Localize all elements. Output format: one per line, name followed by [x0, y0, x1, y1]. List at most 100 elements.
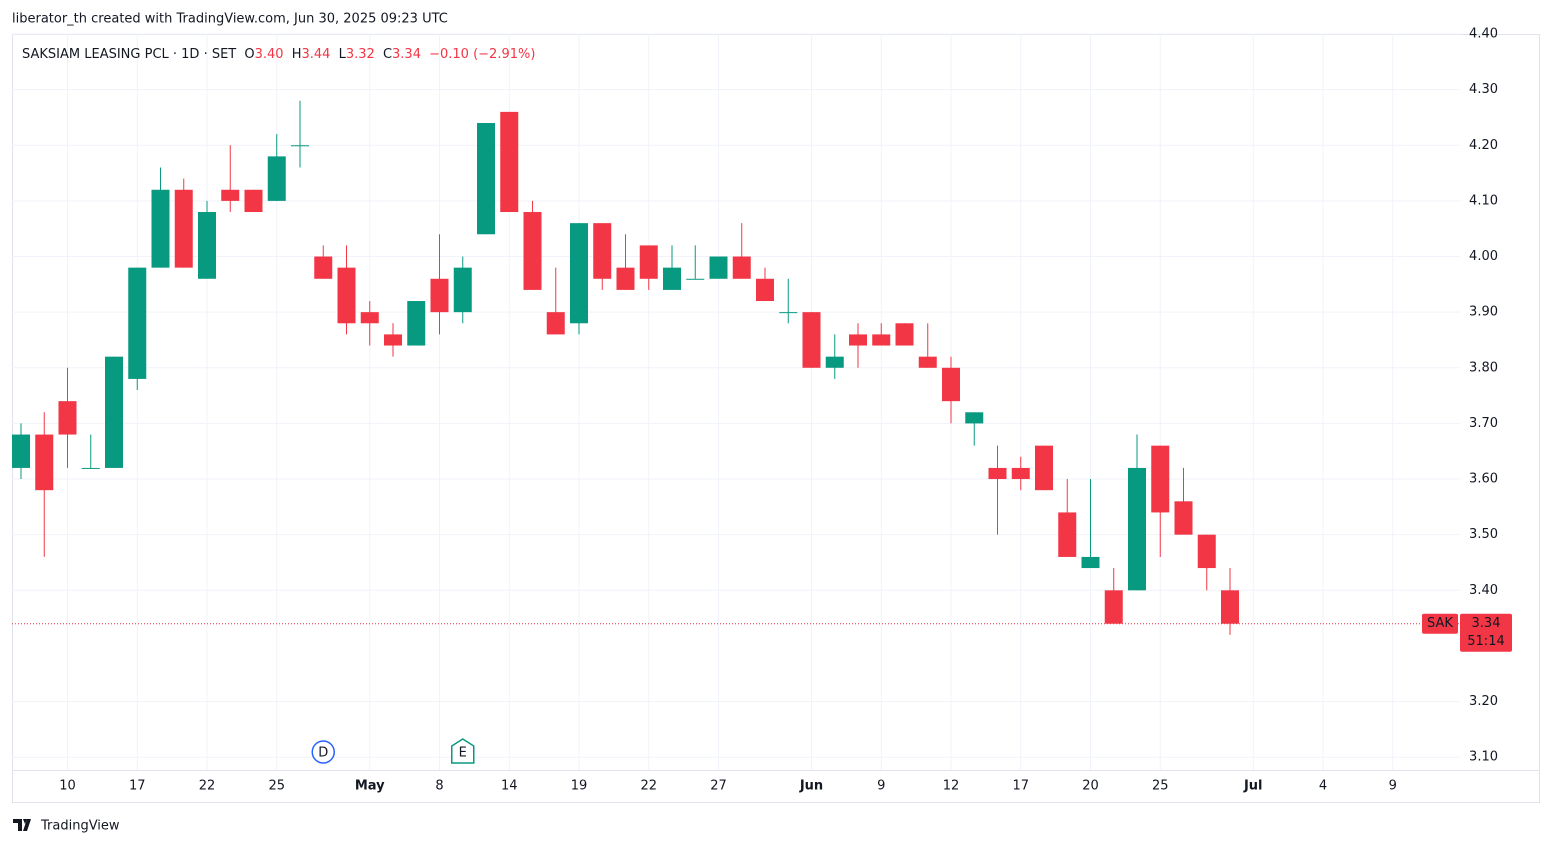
x-tick-label: 25 — [1152, 779, 1169, 794]
candle-body — [849, 334, 867, 346]
candle-body — [337, 267, 356, 324]
candle-body — [709, 256, 728, 279]
y-tick-label: 3.20 — [1469, 694, 1498, 709]
legend-value: 3.34 — [392, 47, 421, 62]
x-tick-label: 14 — [501, 779, 518, 794]
y-tick-label: 3.90 — [1469, 305, 1498, 320]
candle-body — [58, 401, 77, 435]
x-tick-label: 10 — [59, 779, 76, 794]
candle-body — [1011, 467, 1030, 480]
y-tick-label: 4.30 — [1469, 82, 1498, 97]
candle-body — [802, 312, 821, 368]
price-label: 3.34 — [1472, 616, 1501, 631]
candle-body — [12, 434, 30, 468]
event-label: E — [459, 746, 467, 761]
x-tick-label: 9 — [877, 779, 885, 794]
x-tick-label: 25 — [268, 779, 285, 794]
candle-body — [1035, 445, 1053, 491]
candle-body — [407, 301, 426, 346]
credit: liberator_th created with TradingView.co… — [12, 12, 448, 27]
x-tick-label: 22 — [199, 779, 216, 794]
candle-body — [198, 212, 216, 279]
x-tick-label: 9 — [1389, 779, 1397, 794]
candle-body — [128, 267, 147, 379]
candle-body — [732, 256, 751, 279]
legend-key: O — [244, 47, 254, 62]
x-tick-label: Jun — [799, 779, 823, 794]
candle-body — [267, 156, 286, 201]
candle-body — [430, 278, 449, 313]
candle-body — [500, 111, 519, 213]
x-tick-label: 8 — [435, 779, 443, 794]
candle-body — [663, 267, 681, 290]
y-tick-label: 4.40 — [1469, 27, 1498, 42]
y-tick-label: 3.70 — [1469, 416, 1498, 431]
countdown: 51:14 — [1467, 634, 1504, 649]
candle-body — [756, 278, 774, 302]
candle-body — [523, 212, 542, 290]
x-tick-label: May — [355, 779, 385, 794]
candle-body — [965, 412, 984, 424]
x-tick-label: 4 — [1319, 779, 1327, 794]
candle-body — [151, 189, 170, 268]
y-tick-label: 4.20 — [1469, 138, 1498, 153]
candle-body — [779, 312, 798, 314]
event-marker — [451, 738, 475, 764]
y-tick-label: 4.10 — [1469, 193, 1498, 208]
legend-value: 3.40 — [255, 47, 284, 62]
legend-change: −0.10 (−2.91%) — [429, 47, 535, 62]
candle-body — [360, 312, 379, 324]
y-tick-label: 3.50 — [1469, 527, 1498, 542]
candle-body — [384, 334, 402, 346]
y-tick-label: 4.00 — [1469, 249, 1498, 264]
candle-body — [1104, 590, 1123, 624]
candle-body — [895, 323, 914, 346]
candle-body — [593, 223, 612, 279]
price-badge — [1460, 613, 1512, 652]
symbol-label: SAK — [1427, 616, 1453, 631]
x-tick-label: 19 — [571, 779, 588, 794]
candle-body — [1128, 467, 1146, 591]
candle-body — [314, 256, 333, 279]
candle-body — [570, 223, 588, 324]
candle-body — [35, 434, 54, 491]
legend-value: 3.32 — [346, 47, 375, 62]
x-tick-label: 22 — [640, 779, 657, 794]
legend-name: SAKSIAM LEASING PCL · 1D · SET — [22, 47, 236, 62]
event-label: D — [318, 746, 328, 761]
grid — [12, 33, 1460, 770]
candle-body — [477, 123, 495, 235]
overlay: SAK 3.34 51:14 D E — [12, 613, 1512, 764]
candle-body — [825, 356, 844, 368]
candle-body — [81, 467, 100, 469]
x-tick-label: 17 — [1012, 779, 1029, 794]
x-tick-label: 17 — [129, 779, 146, 794]
candle-body — [453, 267, 472, 313]
y-tick-label: 3.40 — [1469, 583, 1498, 598]
candle-body — [1174, 501, 1193, 535]
candle-body — [872, 334, 891, 346]
candle-body — [291, 145, 309, 147]
candle-body — [639, 245, 658, 279]
event-marker — [311, 740, 335, 764]
x-tick-label: 20 — [1082, 779, 1099, 794]
candle-body — [244, 189, 263, 213]
chart-frame — [12, 34, 1540, 803]
x-tick-label: Jul — [1243, 779, 1263, 794]
candle-body — [174, 189, 193, 268]
y-tick-label: 3.10 — [1469, 750, 1498, 765]
brand: TradingView — [40, 819, 120, 834]
x-tick-label: 12 — [943, 779, 960, 794]
candle-body — [221, 189, 240, 201]
candle-body — [942, 367, 960, 402]
legend-value: 3.44 — [302, 47, 331, 62]
x-tick-label: 27 — [710, 779, 727, 794]
candle-body — [918, 356, 937, 368]
candle-body — [988, 467, 1007, 480]
candle-body — [686, 278, 705, 280]
candles — [12, 100, 1239, 635]
candle-body — [546, 312, 565, 335]
symbol-badge — [1422, 613, 1458, 634]
